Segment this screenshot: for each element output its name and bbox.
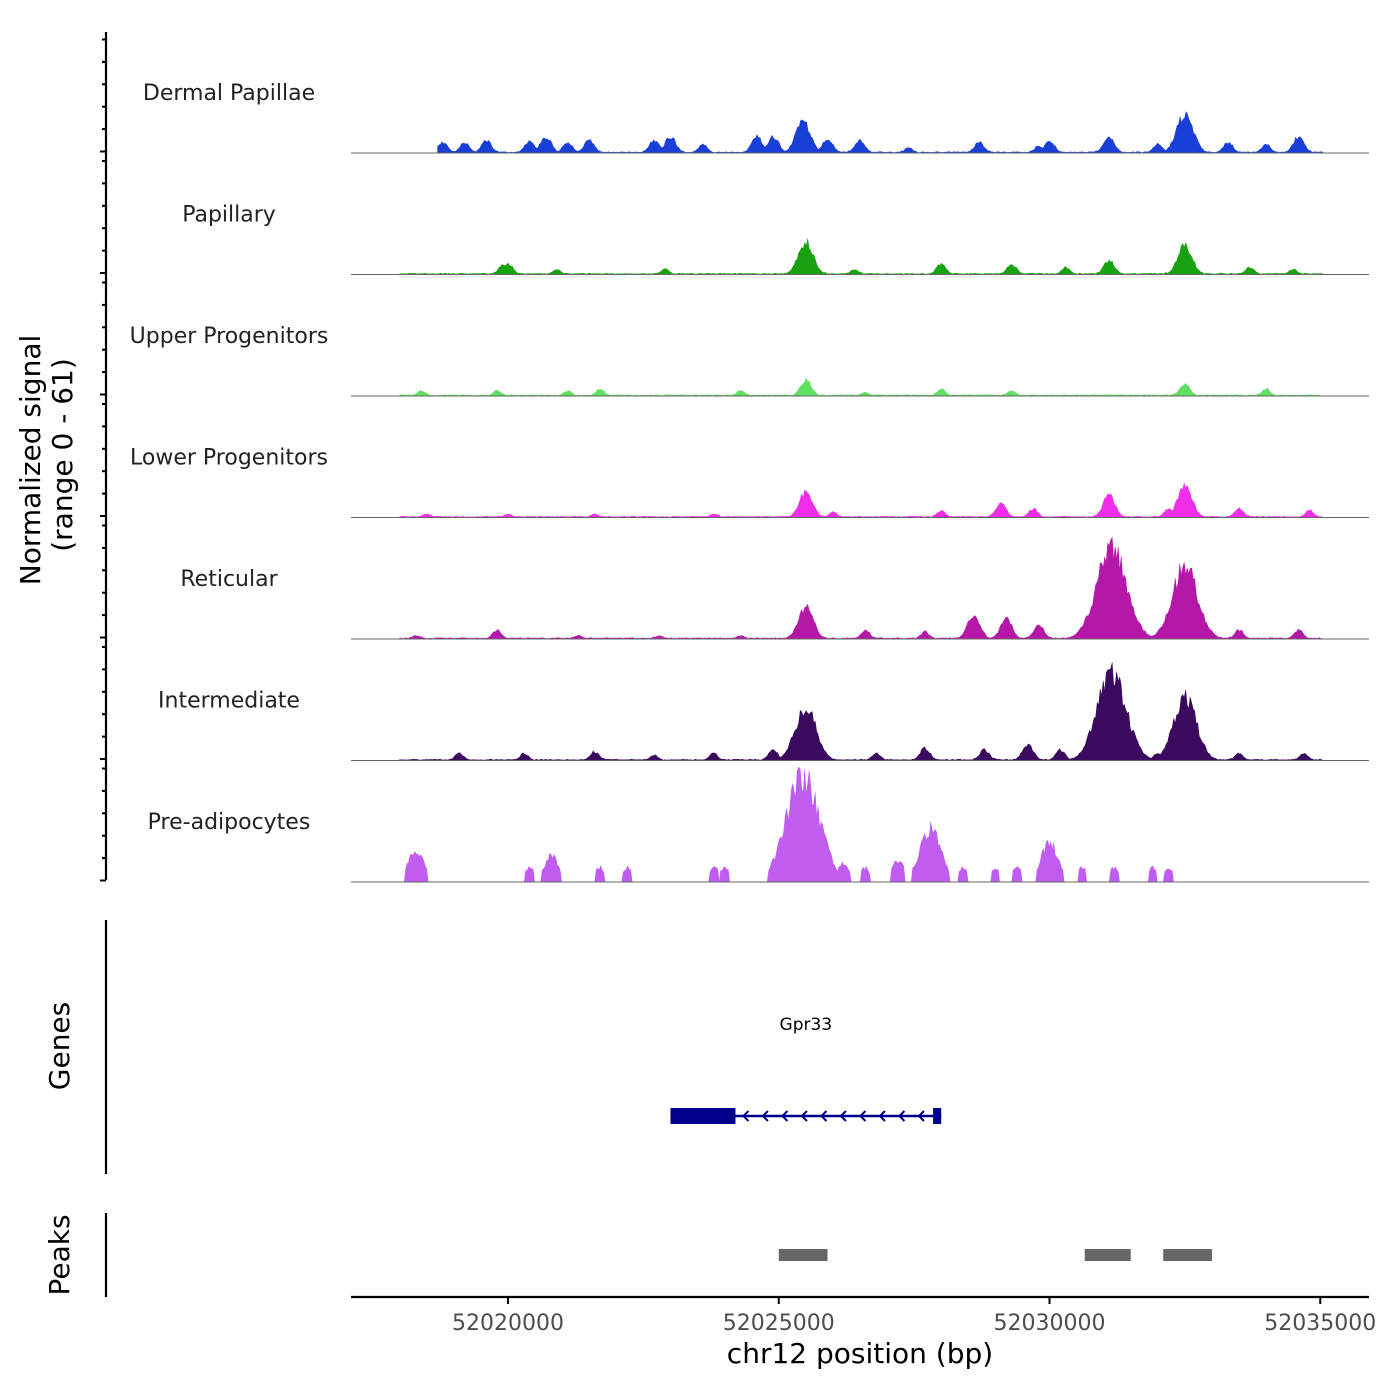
peak-region: [1163, 1249, 1212, 1261]
x-tick-label: 52025000: [723, 1311, 835, 1336]
strand-arrow: [800, 1110, 808, 1122]
x-axis-label: chr12 position (bp): [727, 1337, 993, 1370]
peak-region: [778, 1249, 828, 1261]
x-tick-label: 52020000: [452, 1311, 564, 1336]
gene-gpr33: Gpr33: [670, 1015, 942, 1124]
strand-arrow: [859, 1110, 867, 1122]
strand-arrow: [878, 1110, 886, 1122]
x-axis-ticks: 52020000 52025000 52030000 52035000: [452, 1297, 1376, 1336]
signal-area: [399, 482, 1324, 518]
track-label: Lower Progenitors: [130, 446, 328, 471]
track-label: Intermediate: [158, 689, 300, 714]
peak-region: [1084, 1249, 1131, 1261]
strand-arrow: [761, 1110, 769, 1122]
signal-area: [399, 377, 1324, 397]
track-label: Dermal Papillae: [143, 81, 315, 106]
coverage-tracks: Dermal Papillae Papillary Upper Progenitor…: [130, 81, 1369, 883]
genes-track-label: Genes: [43, 1002, 76, 1090]
track-lower-progenitors: Lower Progenitors: [130, 446, 1369, 518]
peak-regions-track: [778, 1249, 1212, 1261]
strand-arrow: [820, 1110, 828, 1122]
strand-arrow: [781, 1110, 789, 1122]
strand-arrow: [898, 1110, 906, 1122]
y-axis-range-label: (range 0 - 61): [46, 358, 79, 552]
signal-area: [399, 766, 1218, 883]
signal-y-axis-ticks: [100, 38, 106, 882]
signal-area: [399, 662, 1324, 761]
gene-annotation-track: Gpr33: [670, 1015, 942, 1124]
peaks-track-label: Peaks: [43, 1214, 76, 1295]
x-tick-label: 52030000: [994, 1311, 1106, 1336]
signal-area: [399, 238, 1324, 275]
track-label: Reticular: [180, 567, 278, 592]
track-label: Papillary: [182, 203, 276, 228]
strand-arrow: [917, 1110, 925, 1122]
x-tick-label: 52035000: [1264, 1311, 1376, 1336]
gene-first-exon: [933, 1108, 942, 1124]
y-axis-label: Normalized signal: [14, 335, 47, 586]
signal-area: [399, 536, 1324, 640]
track-label: Upper Progenitors: [130, 324, 329, 349]
axes: 52020000 52025000 52030000 52035000 Normali…: [14, 32, 1376, 1370]
track-label: Pre-adipocytes: [148, 810, 311, 835]
track-upper-progenitors: Upper Progenitors: [130, 324, 1369, 397]
track-intermediate: Intermediate: [158, 662, 1369, 761]
track-dermal-papillae: Dermal Papillae: [143, 81, 1369, 154]
strand-arrow: [742, 1110, 750, 1122]
signal-area: [437, 110, 1324, 154]
gene-name: Gpr33: [780, 1015, 833, 1035]
strand-arrow: [839, 1110, 847, 1122]
track-papillary: Papillary: [182, 203, 1369, 275]
gene-coding-exon: [670, 1108, 736, 1124]
track-reticular: Reticular: [180, 536, 1369, 640]
track-pre-adipocytes: Pre-adipocytes: [148, 766, 1369, 883]
